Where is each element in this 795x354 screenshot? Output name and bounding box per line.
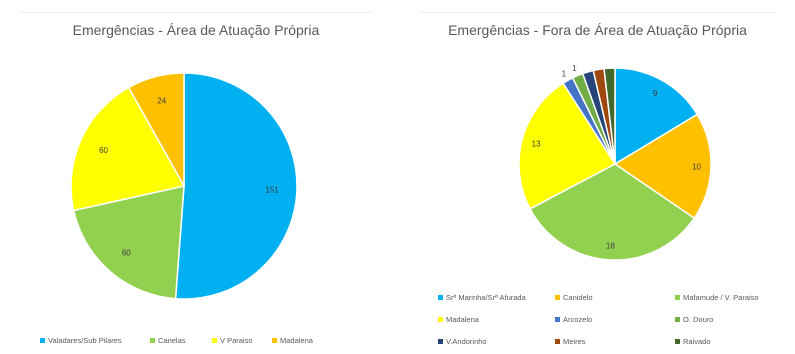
pie-slice-3 <box>127 72 185 189</box>
data-label-4: 1 <box>562 69 567 78</box>
legend-label: Canelas <box>158 336 186 345</box>
legend-swatch <box>438 339 443 344</box>
legend-label: Raivado <box>683 337 711 346</box>
legend-entry: Canelas <box>150 336 186 345</box>
pie-slice-3 <box>518 82 617 210</box>
legend-label: Madalena <box>446 315 479 324</box>
legend-entry: Meires <box>555 337 586 346</box>
legend-swatch <box>675 295 680 300</box>
legend-label: O. Douro <box>683 315 714 324</box>
legend-entry: Canidelo <box>555 293 593 302</box>
data-label-1: 10 <box>692 162 701 171</box>
legend-entry: Raivado <box>675 337 711 346</box>
pie-chart-area-propria: 151 60 60 24 <box>70 72 298 300</box>
legend-label: Madalena <box>280 336 313 345</box>
pie-chart-fora-area: 9 10 18 13 11 <box>518 64 712 261</box>
legend-swatch <box>272 338 277 343</box>
data-label-2: 60 <box>99 146 108 155</box>
pie-slice-0 <box>174 72 298 300</box>
pie-slice-2 <box>70 86 186 212</box>
legend-label: V.Andorinho <box>446 337 487 346</box>
chart-title-fora-area: Emergências - Fora de Área de Atuação Pr… <box>448 22 747 38</box>
title-divider <box>420 12 775 13</box>
legend-swatch <box>555 317 560 322</box>
legend-entry: Valadares/Sub Pilares <box>40 336 122 345</box>
data-label-5: 1 <box>572 64 577 73</box>
data-label-3: 24 <box>157 97 166 106</box>
legend-swatch <box>675 339 680 344</box>
legend-label: Srª Marinha/Srª Afurada <box>446 293 526 302</box>
pie-slice-1 <box>613 113 712 220</box>
legend-entry: V.Andorinho <box>438 337 487 346</box>
data-label-2: 18 <box>606 241 615 250</box>
legend-swatch <box>555 339 560 344</box>
data-label-1: 60 <box>122 249 131 258</box>
legend-entry: V Paraiso <box>212 336 253 345</box>
chart-title-area-propria: Emergências - Área de Atuação Própria <box>72 22 320 38</box>
pie-slice-2 <box>529 163 696 261</box>
legend-swatch <box>438 295 443 300</box>
pie-slice-8 <box>603 67 616 165</box>
legend-swatch <box>555 295 560 300</box>
legend-label: Mafamude / V. Paraiso <box>683 293 759 302</box>
legend-label: V Paraiso <box>220 336 253 345</box>
legend-label: Valadares/Sub Pilares <box>48 336 122 345</box>
legend-swatch <box>40 338 45 343</box>
data-label-0: 9 <box>653 89 658 98</box>
legend-entry: O. Douro <box>675 315 713 324</box>
legend-entry: Srª Marinha/Srª Afurada <box>438 293 526 302</box>
legend-label: Arcozelo <box>563 315 593 324</box>
legend-swatch <box>675 317 680 322</box>
legend-swatch <box>212 338 217 343</box>
legend-entry: Arcozelo <box>555 315 592 324</box>
title-divider <box>20 12 372 13</box>
pie-slice-1 <box>72 185 185 300</box>
legend-entry: Madalena <box>272 336 313 345</box>
legend-swatch <box>438 317 443 322</box>
chart-panel-area-propria: Emergências - Área de Atuação Própria 15… <box>0 0 392 354</box>
pie-slice-0 <box>614 67 699 166</box>
data-label-3: 13 <box>532 139 541 148</box>
legend-entry: Mafamude / V. Paraiso <box>675 293 759 302</box>
legend-label: Canidelo <box>563 293 593 302</box>
chart-panel-fora-area: Emergências - Fora de Área de Atuação Pr… <box>400 0 795 354</box>
legend-label: Meires <box>563 337 586 346</box>
data-label-0: 151 <box>265 185 279 194</box>
legend-swatch <box>150 338 155 343</box>
legend-entry: Madalena <box>438 315 479 324</box>
